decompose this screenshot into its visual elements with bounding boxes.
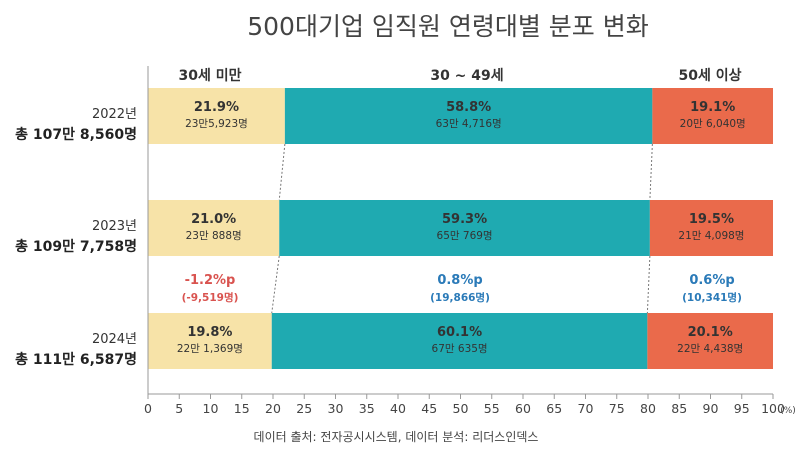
x-tick-label: 100 bbox=[761, 401, 785, 416]
bar-pct-label-2024-30-49: 60.1% bbox=[437, 325, 482, 340]
bar-count-label-2023-50-plus: 21만 4,098명 bbox=[678, 230, 744, 242]
bar-count-label-2024-under-30: 22만 1,369명 bbox=[177, 343, 243, 355]
x-tick-label: 10 bbox=[203, 401, 219, 416]
x-tick-label: 30 bbox=[328, 401, 344, 416]
bar-2022-under-30 bbox=[148, 88, 285, 144]
bar-2023-50-plus bbox=[649, 200, 773, 256]
connector-line bbox=[271, 255, 280, 314]
bar-2024-30-49 bbox=[271, 313, 648, 369]
change-count-under-30: (-9,519명) bbox=[182, 291, 239, 304]
change-count-30-49: (19,866명) bbox=[430, 291, 490, 304]
x-tick-label: 85 bbox=[671, 401, 687, 416]
connector-line bbox=[646, 255, 651, 314]
x-tick-label: 0 bbox=[144, 401, 152, 416]
x-tick-label: 40 bbox=[390, 401, 406, 416]
x-tick-label: 75 bbox=[609, 401, 625, 416]
x-tick-label: 95 bbox=[734, 401, 750, 416]
bar-2024-under-30 bbox=[148, 313, 272, 369]
bar-labels-group: 21.9% 23만5,923명 58.8% 63만 4,716명 19.1% 20만 6,… bbox=[177, 100, 746, 355]
x-tick-label: 60 bbox=[515, 401, 531, 416]
bar-pct-label-2023-50-plus: 19.5% bbox=[689, 212, 734, 227]
change-pct-50-plus: 0.6%p bbox=[689, 273, 734, 288]
row-year-2024: 2024년 bbox=[92, 332, 137, 347]
x-axis-ticks: 0 5 10 15 20 25 30 35 40 45 50 55 60 65 70 75 80 85 90 95 10… bbox=[144, 394, 785, 416]
row-total-2024: 총 111만 6,587명 bbox=[15, 351, 137, 368]
bar-2022-50-plus bbox=[652, 88, 773, 144]
change-count-50-plus: (10,341명) bbox=[682, 291, 742, 304]
source-note: 데이터 출처: 전자공시시스템, 데이터 분석: 리더스인덱스 bbox=[254, 430, 539, 444]
row-year-2023: 2023년 bbox=[92, 219, 137, 234]
x-tick-label: 65 bbox=[546, 401, 562, 416]
bar-count-label-2022-under-30: 23만5,923명 bbox=[185, 118, 248, 130]
bar-2022-30-49 bbox=[284, 88, 653, 144]
x-tick-label: 20 bbox=[265, 401, 281, 416]
change-pct-under-30: -1.2%p bbox=[185, 273, 236, 288]
x-tick-label: 70 bbox=[578, 401, 594, 416]
bar-pct-label-2022-50-plus: 19.1% bbox=[690, 100, 735, 115]
x-tick-label: 25 bbox=[296, 401, 312, 416]
bar-2023-under-30 bbox=[148, 200, 280, 256]
bar-count-label-2023-30-49: 65만 769명 bbox=[437, 230, 493, 242]
bar-2023-30-49 bbox=[279, 200, 650, 256]
bar-count-label-2024-30-49: 67만 635명 bbox=[432, 343, 488, 355]
x-tick-label: 15 bbox=[234, 401, 250, 416]
row-year-2022: 2022년 bbox=[92, 107, 137, 122]
chart-title: 500대기업 임직원 연령대별 분포 변화 bbox=[247, 12, 649, 41]
bar-pct-label-2022-30-49: 58.8% bbox=[446, 100, 491, 115]
bar-count-label-2023-under-30: 23만 888명 bbox=[186, 230, 242, 242]
x-axis-unit: (%) bbox=[780, 406, 796, 416]
connector-lines bbox=[271, 143, 653, 314]
row-total-2022: 총 107만 8,560명 bbox=[15, 126, 137, 143]
bar-pct-label-2023-30-49: 59.3% bbox=[442, 212, 487, 227]
bar-pct-label-2024-50-plus: 20.1% bbox=[688, 325, 733, 340]
bar-2024-50-plus bbox=[647, 313, 773, 369]
connector-line bbox=[278, 143, 286, 201]
x-tick-label: 90 bbox=[703, 401, 719, 416]
column-header-under-30: 30세 미만 bbox=[179, 68, 242, 84]
bar-pct-label-2022-under-30: 21.9% bbox=[194, 100, 239, 115]
change-pct-30-49: 0.8%p bbox=[437, 273, 482, 288]
bar-count-label-2024-50-plus: 22만 4,438명 bbox=[677, 343, 743, 355]
x-tick-label: 80 bbox=[640, 401, 656, 416]
x-tick-label: 55 bbox=[484, 401, 500, 416]
x-tick-label: 35 bbox=[359, 401, 375, 416]
bar-count-label-2022-30-49: 63만 4,716명 bbox=[436, 118, 502, 130]
bar-pct-label-2023-under-30: 21.0% bbox=[191, 212, 236, 227]
row-total-2023: 총 109만 7,758명 bbox=[15, 238, 137, 255]
column-header-30-49: 30 ~ 49세 bbox=[430, 68, 503, 84]
bar-pct-label-2024-under-30: 19.8% bbox=[187, 325, 232, 340]
column-header-50-plus: 50세 이상 bbox=[679, 67, 742, 84]
bars-group bbox=[148, 88, 773, 369]
x-tick-label: 50 bbox=[453, 401, 469, 416]
x-tick-label: 45 bbox=[421, 401, 437, 416]
bar-count-label-2022-50-plus: 20만 6,040명 bbox=[680, 118, 746, 130]
connector-line bbox=[649, 143, 653, 201]
x-tick-label: 5 bbox=[175, 401, 183, 416]
